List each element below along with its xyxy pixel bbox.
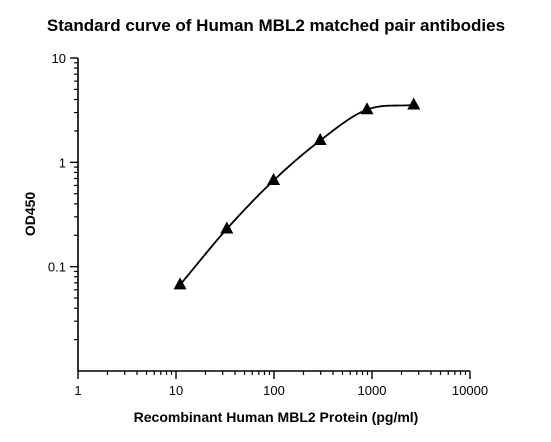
y-tick-label: 1 [59, 155, 66, 170]
x-axis-label: Recombinant Human MBL2 Protein (pg/ml) [134, 409, 419, 425]
x-tick-label: 100 [263, 383, 285, 398]
data-point-triangle [267, 173, 281, 186]
data-point-triangle [407, 97, 421, 110]
y-tick-label: 0.1 [48, 260, 66, 275]
data-point-triangle [313, 133, 327, 146]
x-tick-label: 10000 [452, 383, 488, 398]
x-tick-label: 1 [74, 383, 81, 398]
data-point-triangle [173, 277, 187, 290]
plot-area: 1 10 100 1000 10000 0.1 1 10 [48, 51, 488, 398]
x-tick-label: 1000 [358, 383, 387, 398]
x-tick-label: 10 [169, 383, 183, 398]
y-tick-label: 10 [52, 51, 66, 66]
fit-curve [179, 104, 414, 286]
data-point-triangle [220, 221, 234, 234]
data-point-triangle [360, 102, 374, 115]
chart-title: Standard curve of Human MBL2 matched pai… [47, 16, 505, 35]
y-axis-label: OD450 [22, 192, 38, 237]
